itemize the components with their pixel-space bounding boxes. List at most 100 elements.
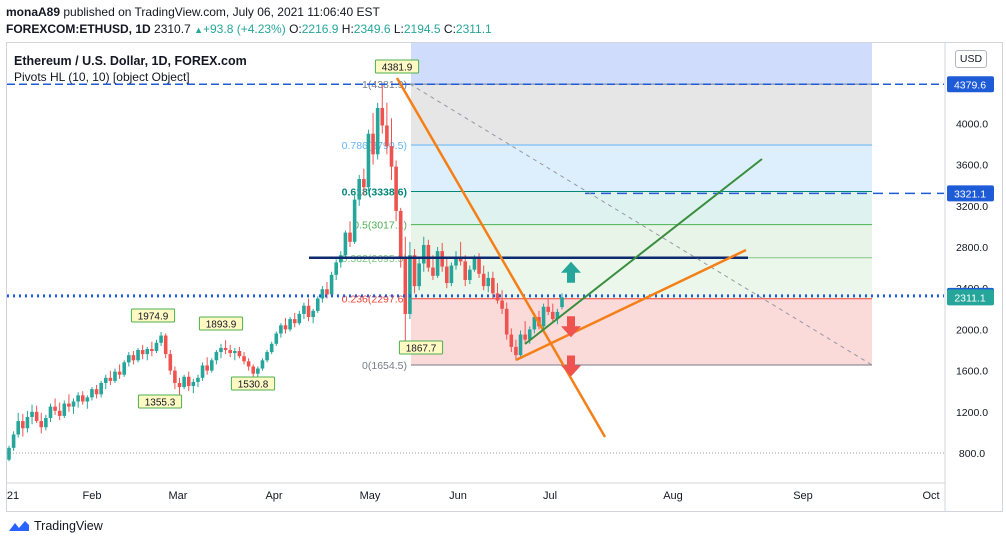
currency-button[interactable]: USD (955, 50, 987, 68)
candle-body (463, 261, 468, 280)
candle-body (265, 352, 269, 361)
price-tag-box (947, 289, 994, 306)
y-tick-label: 3200.0 (956, 201, 988, 213)
candle-body (67, 403, 71, 407)
price-tag-label: 4379.6 (954, 79, 986, 91)
candle-body (518, 334, 523, 356)
candle-body (246, 361, 251, 367)
candle-body (371, 133, 375, 155)
candle-body (44, 417, 48, 428)
candle-body (11, 434, 16, 448)
symbol-info-line: FOREXCOM:ETHUSD, 1D 2310.7 ▲+93.8 (+4.23… (6, 22, 492, 36)
arrow-down-icon (561, 355, 581, 377)
fib-label-0.5: 0.5(3017.1) (353, 220, 407, 232)
candle-body (260, 360, 265, 369)
candle-body (214, 352, 219, 361)
candle-body (449, 265, 454, 284)
candle-body (94, 389, 99, 395)
pivot-label-box (198, 316, 244, 331)
candle-body (500, 300, 504, 309)
candle-body (71, 401, 76, 407)
candle-body (223, 347, 228, 350)
x-tick-label: Jul (543, 490, 557, 502)
candle-body (80, 395, 85, 402)
pivot-label: 1867.7 (406, 344, 437, 355)
trendline-green-up (524, 158, 763, 345)
candle-body (34, 411, 39, 422)
candle-body (394, 166, 398, 211)
low-label: L: (393, 22, 404, 36)
pivot-label: 1355.3 (145, 398, 176, 409)
candle-body (417, 263, 421, 287)
candle-body (242, 356, 246, 362)
tradingview-logo-icon (9, 521, 29, 531)
candle-body (85, 397, 90, 402)
candle-body (320, 289, 325, 299)
candle-body (205, 365, 209, 371)
candle-body (403, 257, 408, 314)
fib-zone-0.786 (411, 144, 872, 192)
price-tag-box (947, 185, 994, 202)
y-tick-label: 4000.0 (956, 118, 988, 130)
candle-body (481, 273, 486, 287)
candle-body (532, 317, 537, 330)
candle-body (251, 366, 256, 374)
open-label: O: (289, 22, 302, 36)
candle-body (233, 351, 237, 354)
x-tick-label: May (360, 490, 381, 502)
candle-body (168, 354, 173, 371)
candle-body (196, 377, 200, 382)
price-tag-label: 3321.1 (954, 188, 986, 200)
arrow-up-icon (561, 261, 581, 283)
pivot-label: 1974.9 (138, 312, 169, 323)
candle-body (76, 395, 80, 402)
x-tick-label: Feb (83, 490, 102, 502)
candle-body (408, 255, 412, 314)
candle-body (435, 251, 440, 276)
indicator-legend[interactable]: Pivots HL (10, 10) [object Object] (14, 70, 190, 84)
up-triangle-icon: ▲ (194, 25, 203, 35)
candle-body (454, 257, 458, 266)
high-value: 2349.6 (353, 22, 391, 36)
close-value: 2311.1 (455, 22, 492, 36)
candle-body (352, 199, 357, 242)
candle-body (546, 306, 550, 312)
candle-body (154, 342, 159, 352)
candle-body (431, 267, 435, 276)
candle-body (366, 133, 371, 188)
candle-body (108, 377, 113, 381)
candle-body (274, 333, 279, 344)
candle-body (550, 311, 555, 320)
x-tick-label: Oct (922, 490, 939, 502)
pivot-label: 1893.9 (206, 320, 237, 331)
candle-body (560, 297, 564, 308)
candle-body (103, 377, 108, 383)
candle-body (472, 258, 477, 270)
arrow-down-icon (561, 316, 581, 338)
price-tag-label: 2311.1 (954, 292, 985, 304)
price-change: +93.8 (+4.23%) (203, 22, 286, 36)
candle-body (426, 244, 431, 268)
publisher-username[interactable]: monaA89 (6, 5, 61, 19)
candle-body (288, 319, 292, 330)
candle-body (25, 416, 30, 429)
fib-label-1: 1(4381.9) (362, 79, 407, 91)
fib-zone-1 (411, 84, 872, 145)
candle-body (306, 305, 311, 318)
candle-body (504, 308, 509, 335)
candle-body (444, 266, 449, 284)
y-tick-label: 2000.0 (956, 324, 988, 336)
pivot-label-box (374, 59, 420, 74)
footer-brand[interactable]: TradingView (8, 519, 103, 533)
candle-body (39, 421, 44, 428)
candle-body (57, 410, 62, 416)
candle-body (269, 343, 274, 353)
candle-body (458, 257, 463, 262)
candle-body (362, 179, 366, 188)
candle-body (99, 382, 103, 395)
pivot-label-box (230, 376, 276, 391)
candle-body (145, 348, 150, 355)
candle-body (334, 262, 338, 275)
candle-body (541, 306, 546, 327)
